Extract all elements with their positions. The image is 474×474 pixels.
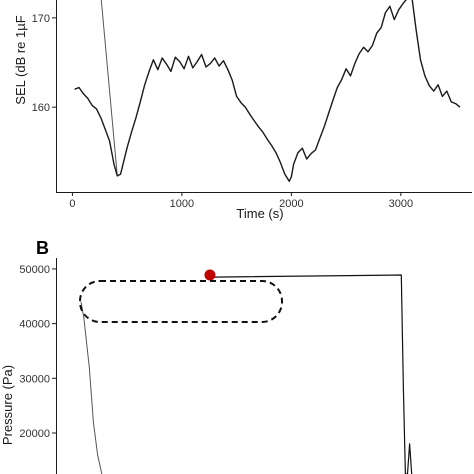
panel-a-series-line: [74, 0, 461, 183]
panel-b-y-tick-label: 30000: [19, 373, 50, 385]
panel-a-connector-line: [100, 0, 118, 176]
panel-b-y-tick-label: 50000: [19, 264, 50, 276]
panel-b-series-line: [80, 301, 103, 474]
panel-a-x-tick-label: 1000: [170, 198, 194, 210]
panel-a-y-axis-label: SEL (dB re 1µF: [13, 15, 28, 104]
panel-a-x-tick-label: 2000: [279, 198, 303, 210]
panel-a-y-tick-label: 170: [32, 13, 50, 25]
panel-b-plot-area: [80, 269, 413, 474]
panel-a-x-tick-label: 3000: [389, 198, 413, 210]
panel-b: B Pressure (Pa) 20000 30000 40000 50000: [0, 238, 413, 474]
panel-b-series-line: [214, 274, 413, 474]
panel-a-y-tick-label: 160: [32, 102, 50, 114]
panel-b-label: B: [36, 238, 49, 258]
panel-b-y-tick-label: 40000: [19, 319, 50, 331]
panel-a-y-ticks: 160 170: [32, 13, 56, 114]
panel-a-x-ticks: 0 1000 2000 3000: [69, 192, 413, 210]
panel-a: SEL (dB re 1µF Time (s) 160 170 0 1000 2000…: [13, 0, 472, 221]
panel-a-x-tick-label: 0: [69, 198, 75, 210]
panel-b-y-axis-label: Pressure (Pa): [0, 365, 15, 445]
panel-b-dashed-highlight: [79, 280, 283, 323]
panel-a-x-axis-label: Time (s): [236, 206, 283, 221]
panel-b-y-tick-label: 20000: [19, 428, 50, 440]
panel-b-y-ticks: 20000 30000 40000 50000: [19, 264, 56, 440]
panel-b-marker-point: [204, 269, 216, 281]
panel-a-plot-area: [74, 0, 461, 183]
